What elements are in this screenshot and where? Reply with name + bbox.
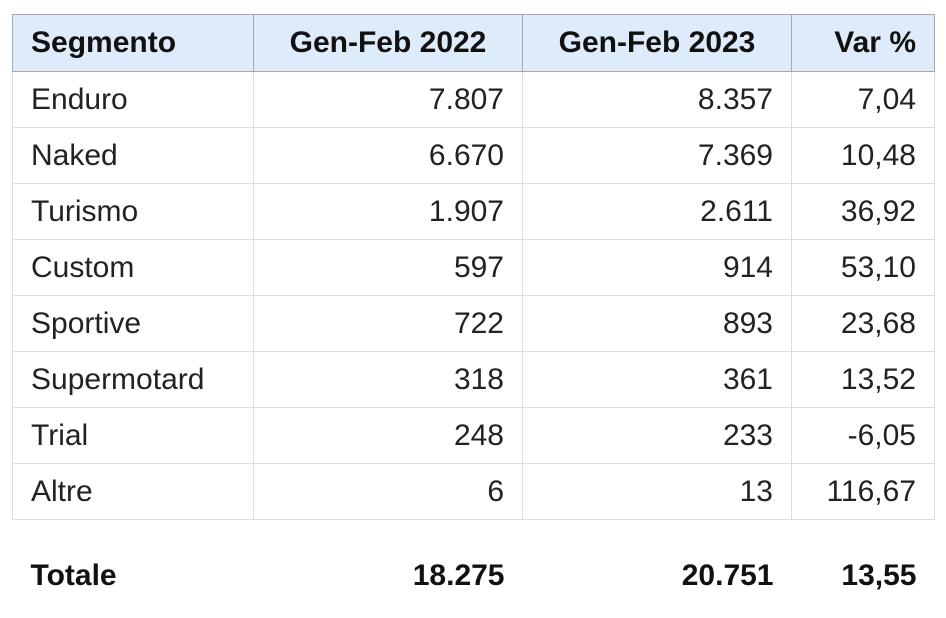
total-row: Totale 18.275 20.751 13,55: [13, 548, 935, 603]
var-percent-cell: 36,92: [791, 183, 935, 240]
value-2022-cell: 1.907: [253, 183, 523, 240]
segment-cell: Enduro: [12, 71, 254, 128]
table-row: Sportive 722 893 23,68: [12, 295, 935, 352]
segment-cell: Custom: [12, 239, 254, 296]
value-2022-cell: 6: [253, 463, 523, 520]
segment-cell: Supermotard: [12, 351, 254, 408]
table-row: Custom 597 914 53,10: [12, 239, 935, 296]
table-row: Turismo 1.907 2.611 36,92: [12, 183, 935, 240]
value-2022-cell: 318: [253, 351, 523, 408]
header-segmento: Segmento: [12, 14, 254, 72]
value-2023-cell: 361: [522, 351, 792, 408]
var-percent-cell: -6,05: [791, 407, 935, 464]
value-2023-cell: 8.357: [522, 71, 792, 128]
spacer: [13, 520, 935, 549]
header-row: Segmento Gen-Feb 2022 Gen-Feb 2023 Var %: [12, 14, 935, 72]
table-row: Enduro 7.807 8.357 7,04: [12, 71, 935, 128]
segment-cell: Naked: [12, 127, 254, 184]
value-2022-cell: 248: [253, 407, 523, 464]
value-2023-cell: 7.369: [522, 127, 792, 184]
header-2023: Gen-Feb 2023: [522, 14, 792, 72]
value-2023-cell: 914: [522, 239, 792, 296]
segment-cell: Totale: [30, 558, 117, 592]
value-2023-cell: 13: [522, 463, 792, 520]
spacer-row: [13, 520, 935, 549]
value-2023-cell: 20.751: [681, 558, 774, 592]
header-var: Var %: [791, 14, 935, 72]
var-percent-cell: 23,68: [791, 295, 935, 352]
value-2022-cell: 18.275: [412, 558, 505, 592]
segment-cell: Trial: [12, 407, 254, 464]
table-row: Trial 248 233 -6,05: [12, 407, 935, 464]
var-percent-cell: 13,55: [841, 558, 917, 592]
var-percent-cell: 13,52: [791, 351, 935, 408]
header-2022: Gen-Feb 2022: [253, 14, 523, 72]
value-2023-cell: 2.611: [522, 183, 792, 240]
value-2023-cell: 893: [522, 295, 792, 352]
value-2022-cell: 597: [253, 239, 523, 296]
value-2022-cell: 7.807: [253, 71, 523, 128]
var-percent-cell: 7,04: [791, 71, 935, 128]
table-row: Naked 6.670 7.369 10,48: [12, 127, 935, 184]
segment-cell: Sportive: [12, 295, 254, 352]
var-percent-cell: 10,48: [791, 127, 935, 184]
table-row: Altre 6 13 116,67: [12, 463, 935, 520]
var-percent-cell: 116,67: [791, 463, 935, 520]
segment-cell: Turismo: [12, 183, 254, 240]
var-percent-cell: 53,10: [791, 239, 935, 296]
value-2023-cell: 233: [522, 407, 792, 464]
table-row: Supermotard 318 361 13,52: [12, 351, 935, 408]
value-2022-cell: 722: [253, 295, 523, 352]
sales-table: Segmento Gen-Feb 2022 Gen-Feb 2023 Var %…: [12, 14, 935, 603]
value-2022-cell: 6.670: [253, 127, 523, 184]
segment-cell: Altre: [12, 463, 254, 520]
